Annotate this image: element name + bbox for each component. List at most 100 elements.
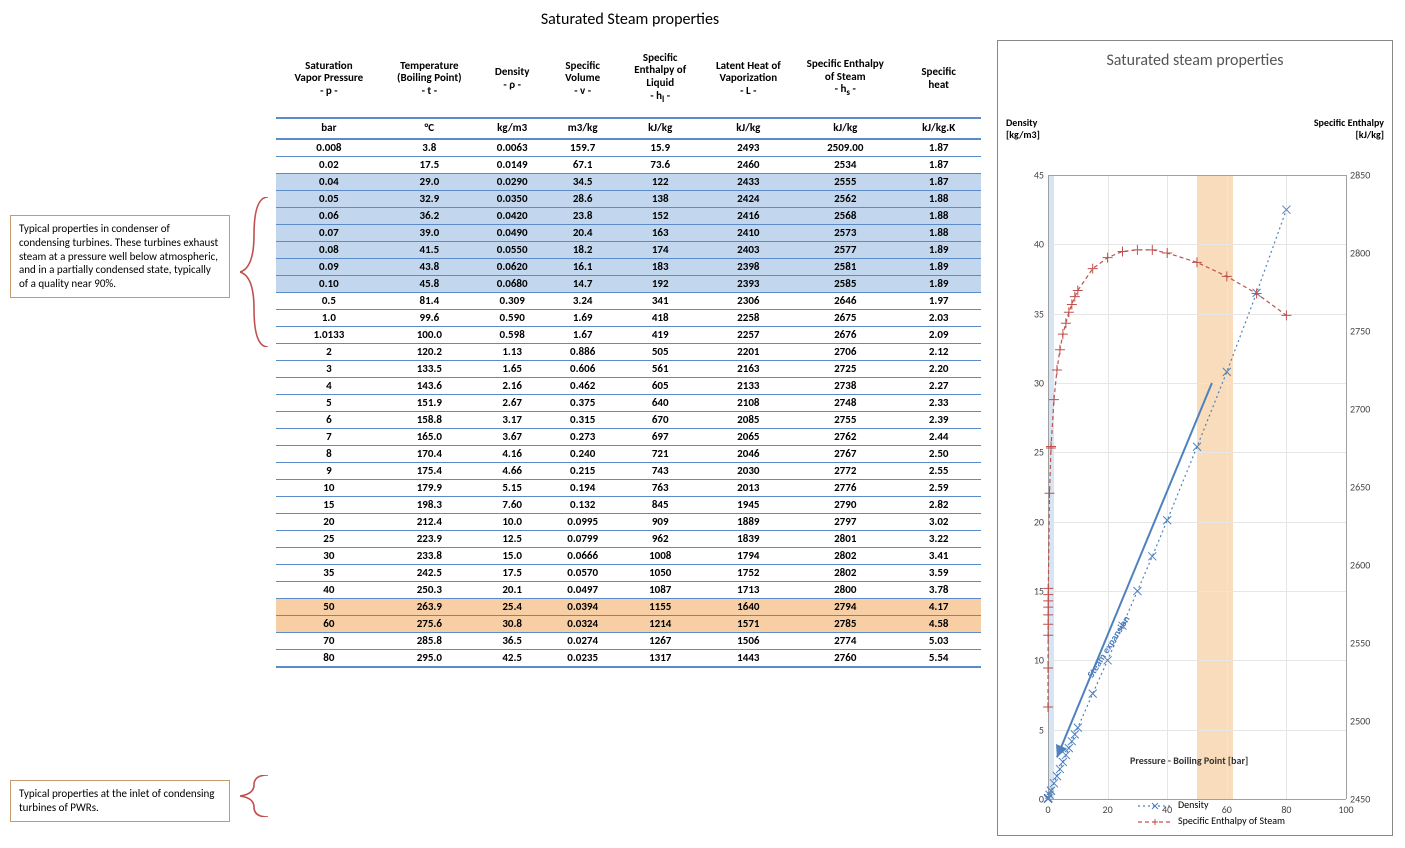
table-cell: 4.17: [896, 598, 981, 615]
table-cell: 2.39: [896, 411, 981, 428]
col-unit: bar: [276, 118, 382, 139]
table-cell: 2: [276, 343, 382, 360]
table-cell: 0.886: [547, 343, 618, 360]
table-cell: 2748: [794, 394, 896, 411]
table-cell: 5.15: [477, 479, 548, 496]
table-cell: 20: [276, 513, 382, 530]
table-cell: 151.9: [382, 394, 477, 411]
table-cell: 3.02: [896, 513, 981, 530]
table-row: 3133.51.650.606561216327252.20: [276, 360, 981, 377]
table-cell: 2.67: [477, 394, 548, 411]
table-cell: 10: [276, 479, 382, 496]
table-cell: 0.0680: [477, 275, 548, 292]
table-cell: 16.1: [547, 258, 618, 275]
table-cell: 1214: [618, 615, 703, 632]
table-cell: 2.12: [896, 343, 981, 360]
table-cell: 1.87: [896, 173, 981, 190]
table-cell: 1.97: [896, 292, 981, 309]
table-cell: 341: [618, 292, 703, 309]
table-cell: 3.41: [896, 547, 981, 564]
table-cell: 41.5: [382, 241, 477, 258]
table-cell: 152: [618, 207, 703, 224]
table-cell: 2.59: [896, 479, 981, 496]
table-cell: 30.8: [477, 615, 548, 632]
table-cell: 418: [618, 309, 703, 326]
table-cell: 419: [618, 326, 703, 343]
table-cell: 163: [618, 224, 703, 241]
table-row: 8170.44.160.240721204627672.50: [276, 445, 981, 462]
table-cell: 1443: [703, 649, 795, 667]
table-cell: 233.8: [382, 547, 477, 564]
table-cell: 2460: [703, 156, 795, 173]
table-cell: 5: [276, 394, 382, 411]
table-cell: 1752: [703, 564, 795, 581]
table-cell: 605: [618, 377, 703, 394]
table-row: 40250.320.10.04971087171328003.78: [276, 581, 981, 598]
table-cell: 1.89: [896, 241, 981, 258]
table-cell: 721: [618, 445, 703, 462]
table-cell: 2802: [794, 547, 896, 564]
table-cell: 2163: [703, 360, 795, 377]
table-cell: 0.08: [276, 241, 382, 258]
table-cell: 2676: [794, 326, 896, 343]
table-cell: 36.5: [477, 632, 548, 649]
steam-table: SaturationVapor Pressure- p -Temperature…: [276, 40, 981, 668]
table-cell: 2.33: [896, 394, 981, 411]
table-cell: 1.0133: [276, 326, 382, 343]
table-cell: 99.6: [382, 309, 477, 326]
table-cell: 1008: [618, 547, 703, 564]
table-cell: 2433: [703, 173, 795, 190]
table-cell: 0.0235: [547, 649, 618, 667]
table-cell: 2258: [703, 309, 795, 326]
chart-legend: DensitySpecific Enthalpy of Steam: [1138, 797, 1285, 829]
table-cell: 35: [276, 564, 382, 581]
table-cell: 1267: [618, 632, 703, 649]
table-row: 10179.95.150.194763201327762.59: [276, 479, 981, 496]
table-cell: 138: [618, 190, 703, 207]
table-cell: 3.24: [547, 292, 618, 309]
table-cell: 0.273: [547, 428, 618, 445]
col-unit: kJ/kg: [703, 118, 795, 139]
table-cell: 0.240: [547, 445, 618, 462]
table-cell: 1.0: [276, 309, 382, 326]
table-cell: 73.6: [618, 156, 703, 173]
col-unit: kJ/kg: [794, 118, 896, 139]
table-cell: 2306: [703, 292, 795, 309]
table-cell: 2416: [703, 207, 795, 224]
table-cell: 0.194: [547, 479, 618, 496]
table-cell: 2790: [794, 496, 896, 513]
table-cell: 295.0: [382, 649, 477, 667]
table-cell: 2398: [703, 258, 795, 275]
table-cell: 2.09: [896, 326, 981, 343]
table-cell: 39.0: [382, 224, 477, 241]
table-cell: 1.67: [547, 326, 618, 343]
table-cell: 4: [276, 377, 382, 394]
table-cell: 1087: [618, 581, 703, 598]
table-cell: 2762: [794, 428, 896, 445]
table-cell: 60: [276, 615, 382, 632]
table-cell: 174: [618, 241, 703, 258]
table-cell: 70: [276, 632, 382, 649]
table-cell: 17.5: [477, 564, 548, 581]
table-cell: 0.0570: [547, 564, 618, 581]
table-cell: 263.9: [382, 598, 477, 615]
table-cell: 0.0420: [477, 207, 548, 224]
table-cell: 17.5: [382, 156, 477, 173]
table-cell: 1.69: [547, 309, 618, 326]
table-cell: 6: [276, 411, 382, 428]
table-cell: 14.7: [547, 275, 618, 292]
table-cell: 3: [276, 360, 382, 377]
table-cell: 2.50: [896, 445, 981, 462]
col-header: Temperature(Boiling Point)- t -: [382, 40, 477, 118]
table-cell: 43.8: [382, 258, 477, 275]
table-cell: 2.27: [896, 377, 981, 394]
table-cell: 0.0290: [477, 173, 548, 190]
table-cell: 3.22: [896, 530, 981, 547]
table-cell: 36.2: [382, 207, 477, 224]
table-cell: 158.8: [382, 411, 477, 428]
table-cell: 0.132: [547, 496, 618, 513]
table-cell: 133.5: [382, 360, 477, 377]
table-cell: 962: [618, 530, 703, 547]
table-cell: 1794: [703, 547, 795, 564]
table-cell: 2403: [703, 241, 795, 258]
